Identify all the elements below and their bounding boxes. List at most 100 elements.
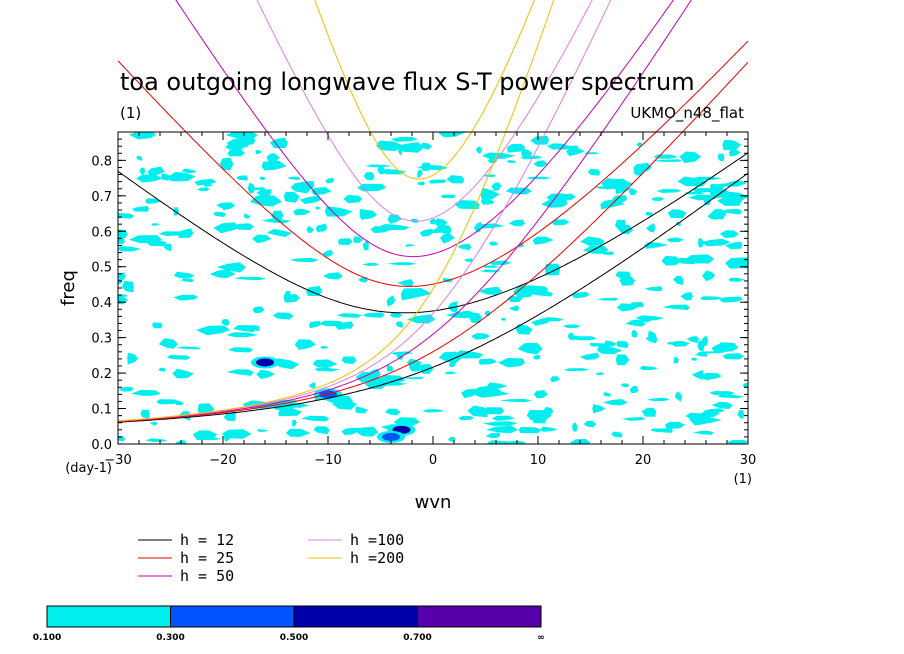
power-patch <box>691 357 698 361</box>
power-patch <box>625 321 647 327</box>
power-patch <box>421 409 445 413</box>
power-patch <box>695 352 708 357</box>
power-patch <box>570 291 590 299</box>
power-patch <box>398 147 403 156</box>
power-patch <box>377 165 386 175</box>
curve-upper-h200 <box>314 0 535 180</box>
power-patch <box>362 263 380 266</box>
power-patch <box>277 402 310 408</box>
curve-upper-h100 <box>256 0 593 222</box>
x-tick-label: −20 <box>209 453 236 468</box>
power-patch <box>614 219 626 230</box>
x-tick-label: −10 <box>314 453 341 468</box>
power-patch <box>726 439 748 444</box>
power-patch <box>166 355 191 360</box>
power-patch <box>439 233 455 244</box>
power-patch <box>703 408 725 413</box>
power-patch <box>301 415 330 422</box>
power-patch <box>174 271 195 279</box>
power-patch <box>674 392 683 402</box>
power-patch <box>710 183 724 190</box>
power-patch <box>313 426 330 435</box>
power-patch <box>482 152 516 159</box>
power-patch <box>325 177 335 184</box>
power-patch <box>419 228 433 237</box>
power-patch <box>564 368 591 372</box>
power-patch <box>356 426 379 437</box>
power-patch <box>299 195 323 205</box>
power-patch <box>147 166 165 176</box>
power-patch <box>447 301 458 313</box>
power-patch <box>719 296 743 303</box>
power-patch <box>485 425 518 434</box>
curve-lower-h200 <box>117 0 555 422</box>
colorbar-segment <box>170 605 295 628</box>
power-patch <box>332 399 357 410</box>
power-patch <box>247 182 256 194</box>
power-patch <box>688 194 719 201</box>
power-patch <box>219 157 234 171</box>
power-patch-peak <box>261 360 269 365</box>
y-tick-label: 0.8 <box>91 154 112 169</box>
power-patch <box>318 320 345 327</box>
power-patch <box>604 340 617 348</box>
power-patch <box>673 275 684 286</box>
x-tick-label: 10 <box>530 453 547 468</box>
power-patch <box>322 249 334 258</box>
power-patch <box>131 389 161 396</box>
power-patch <box>172 368 194 379</box>
power-patch <box>386 262 417 266</box>
power-patch <box>306 285 323 297</box>
power-patch <box>508 219 525 227</box>
power-patch-peak <box>397 427 406 432</box>
power-patch <box>405 244 416 247</box>
power-patch <box>644 286 663 292</box>
power-patch <box>551 219 570 226</box>
power-patch <box>722 353 745 360</box>
power-patch <box>719 230 739 238</box>
power-contour-field <box>118 132 748 444</box>
power-patch <box>243 213 251 219</box>
power-patch <box>286 176 301 180</box>
power-patch <box>314 367 341 372</box>
power-patch <box>362 239 369 251</box>
colorbar-level-label: ∞ <box>537 633 545 643</box>
power-patch <box>533 354 541 360</box>
power-patch <box>386 295 396 307</box>
power-patch <box>629 302 644 308</box>
power-patch <box>355 406 368 414</box>
power-patch <box>521 148 533 159</box>
power-patch <box>272 312 294 320</box>
x-axis-label: wvn <box>415 492 452 513</box>
power-patch <box>196 187 210 192</box>
power-patch <box>517 243 524 248</box>
power-patch <box>417 164 449 171</box>
power-patch <box>471 333 491 340</box>
power-patch <box>666 237 684 243</box>
power-patch <box>308 382 316 389</box>
power-patch <box>478 286 503 295</box>
power-patch <box>619 275 636 286</box>
power-patch <box>192 430 218 441</box>
power-patch <box>515 324 533 335</box>
power-patch <box>508 305 520 312</box>
power-patch <box>337 238 353 245</box>
power-patch <box>320 346 329 349</box>
subtitle-right: UKMO_n48_flat <box>630 104 744 123</box>
power-patch <box>693 430 714 435</box>
power-patch <box>271 210 284 221</box>
power-patch <box>440 194 456 199</box>
power-patch <box>603 392 612 397</box>
power-patch <box>283 191 300 203</box>
power-patch <box>572 335 581 339</box>
power-patch <box>390 351 414 355</box>
power-patch <box>128 235 162 244</box>
power-patch <box>438 132 465 138</box>
legend-label-h12: h = 12 <box>180 531 234 549</box>
power-patch <box>716 342 739 352</box>
power-patch <box>226 369 254 376</box>
power-patch <box>699 296 725 300</box>
power-patch <box>532 236 554 245</box>
power-patch <box>489 260 512 266</box>
power-patch <box>531 319 550 326</box>
